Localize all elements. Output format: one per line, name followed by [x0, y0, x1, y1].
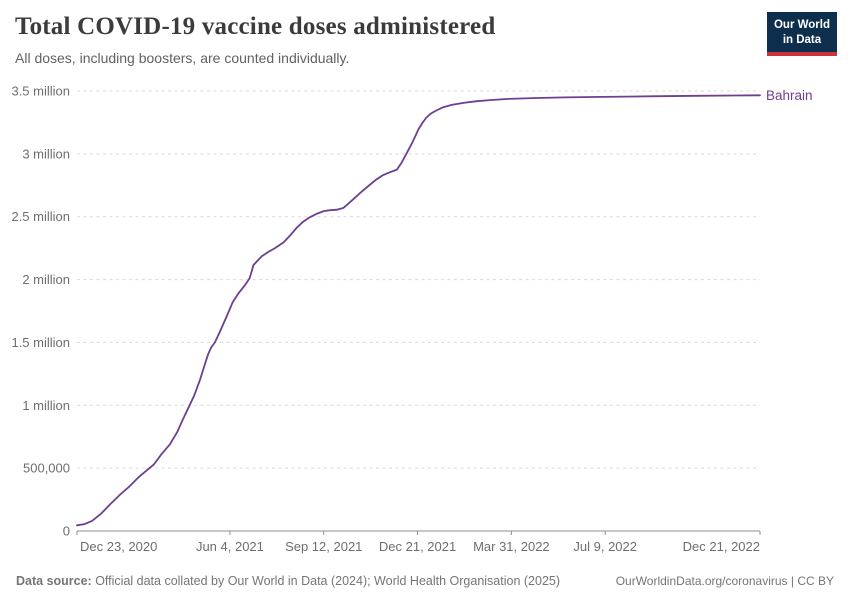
y-axis-tick-label: 2 million	[22, 272, 70, 287]
data-source-value: Official data collated by Our World in D…	[91, 574, 561, 588]
y-axis-tick-label: 2.5 million	[11, 209, 70, 224]
x-axis-tick-label: Dec 21, 2022	[683, 539, 760, 554]
x-axis-tick-label: Jun 4, 2021	[196, 539, 264, 554]
y-axis-tick-label: 500,000	[23, 461, 70, 476]
y-axis-tick-label: 3 million	[22, 146, 70, 161]
owid-logo-line1: Our World	[773, 19, 830, 31]
series-entity-label: Bahrain	[766, 88, 813, 103]
y-axis-tick-label: 3.5 million	[11, 84, 70, 99]
chart-footer: Data source: Official data collated by O…	[16, 574, 834, 588]
chart-title: Total COVID-19 vaccine doses administere…	[15, 13, 496, 40]
owid-logo: Our World in Data	[766, 12, 837, 56]
x-axis-tick-label: Mar 31, 2022	[473, 539, 550, 554]
owid-license-link[interactable]: OurWorldinData.org/coronavirus | CC BY	[615, 574, 834, 588]
x-axis-tick-label: Sep 12, 2021	[285, 539, 362, 554]
bahrain-series-line	[76, 94, 761, 527]
x-axis-tick-label: Dec 21, 2021	[379, 539, 456, 554]
y-axis-tick-label: 1.5 million	[11, 335, 70, 350]
x-axis-tick-label: Jul 9, 2022	[573, 539, 637, 554]
chart-header: Total COVID-19 vaccine doses administere…	[15, 13, 740, 66]
y-axis-tick-label: 1 million	[22, 398, 70, 413]
data-source-label: Data source:	[16, 574, 92, 588]
owid-logo-line2: in Data	[782, 33, 822, 46]
data-source-text: Data source: Official data collated by O…	[16, 574, 560, 588]
y-axis-tick-label: 0	[63, 524, 70, 539]
chart-subtitle: All doses, including boosters, are count…	[15, 50, 350, 66]
x-axis-tick-label: Dec 23, 2020	[80, 539, 157, 554]
